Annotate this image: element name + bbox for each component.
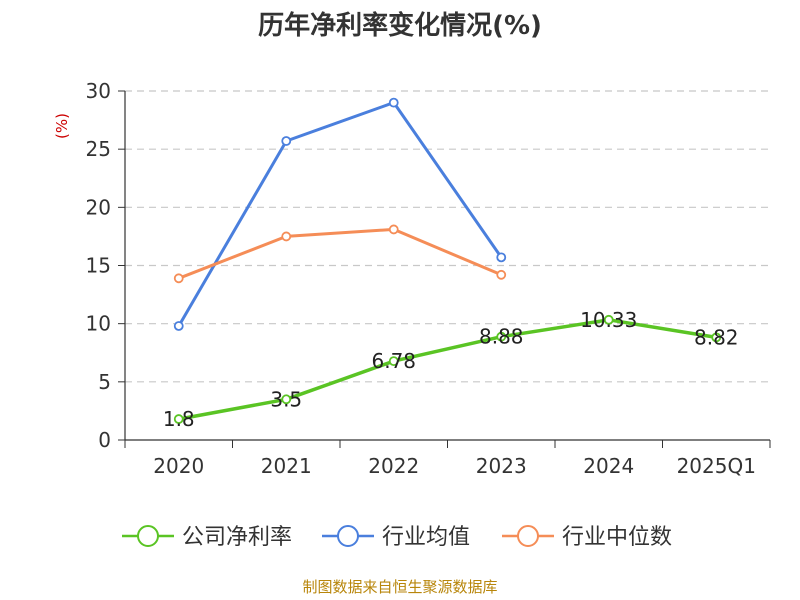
x-tick-label: 2020 <box>153 454 204 478</box>
y-tick-label: 15 <box>86 254 111 278</box>
x-tick-label: 2021 <box>261 454 312 478</box>
axes: 0 5 10 15 20 25 30 2020 2021 2022 2023 2024 2025Q1 <box>86 79 771 478</box>
data-point[interactable] <box>281 394 292 405</box>
legend-label: 行业中位数 <box>562 525 672 550</box>
series-2 <box>173 224 507 284</box>
data-point[interactable] <box>496 331 507 342</box>
series-line <box>177 318 719 421</box>
series-1 <box>173 97 507 331</box>
data-labels: 1.8 3.5 6.78 8.88 10.33 8.82 <box>163 308 739 431</box>
legend-label: 行业均值 <box>382 525 470 550</box>
series-0 <box>173 314 722 424</box>
y-tick-label: 25 <box>86 137 111 161</box>
legend-swatch-marker <box>137 525 159 547</box>
y-axis-label: (%) <box>53 113 71 139</box>
y-tick-label: 20 <box>86 195 111 219</box>
data-point[interactable] <box>496 252 507 263</box>
legend-item[interactable]: 公司净利率 <box>122 525 292 550</box>
source-note: 制图数据来自恒生聚源数据库 <box>302 578 497 596</box>
data-point[interactable] <box>388 224 399 235</box>
data-point[interactable] <box>711 332 722 343</box>
data-label: 1.8 <box>163 407 195 431</box>
x-tick-label: 2024 <box>583 454 634 478</box>
data-point[interactable] <box>388 356 399 367</box>
data-point[interactable] <box>173 321 184 331</box>
data-label: 8.82 <box>694 325 739 349</box>
data-label: 8.88 <box>479 325 524 349</box>
legend[interactable]: 公司净利率 行业均值 行业中位数 <box>122 525 672 550</box>
x-tick-label: 2025Q1 <box>677 454 756 478</box>
data-point[interactable] <box>281 136 292 146</box>
data-point[interactable] <box>603 314 614 325</box>
legend-item[interactable]: 行业均值 <box>322 525 470 550</box>
x-tick-label: 2022 <box>368 454 419 478</box>
y-tick-label: 30 <box>86 79 111 103</box>
y-tick-label: 5 <box>98 370 111 394</box>
data-point[interactable] <box>281 231 292 242</box>
data-point[interactable] <box>173 414 184 424</box>
data-point[interactable] <box>388 97 399 108</box>
legend-swatch-marker <box>337 525 359 547</box>
data-point[interactable] <box>496 269 507 280</box>
legend-label: 公司净利率 <box>182 525 292 550</box>
series-line <box>177 101 503 328</box>
y-tick-label: 0 <box>98 428 111 452</box>
data-point[interactable] <box>173 273 184 284</box>
chart-title: 历年净利率变化情况(%) <box>258 10 542 41</box>
data-label: 6.78 <box>371 349 416 373</box>
legend-swatch-marker <box>517 525 539 547</box>
series-line <box>177 227 503 280</box>
grid <box>125 90 770 383</box>
y-tick-label: 10 <box>86 312 111 336</box>
legend-item[interactable]: 行业中位数 <box>502 525 672 550</box>
x-tick-label: 2023 <box>476 454 527 478</box>
data-label: 3.5 <box>270 387 302 411</box>
data-label: 10.33 <box>580 308 637 332</box>
series-layer <box>173 97 722 424</box>
